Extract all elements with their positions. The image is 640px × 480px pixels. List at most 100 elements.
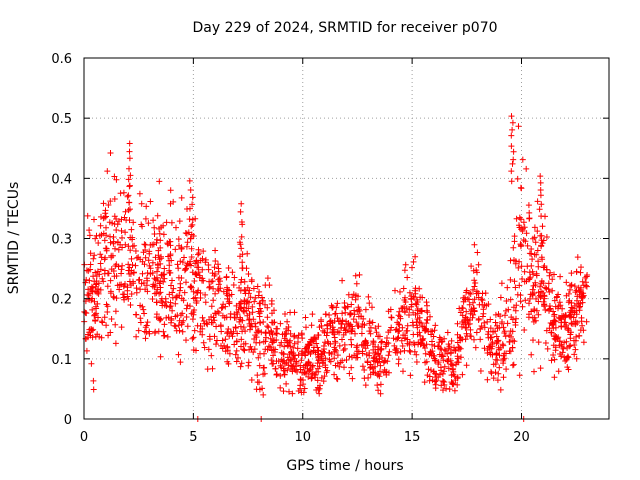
data-point: [568, 281, 575, 288]
data-point: [418, 308, 425, 315]
data-point: [141, 310, 148, 317]
data-point: [517, 298, 524, 305]
data-point: [222, 336, 229, 343]
data-point: [273, 371, 280, 378]
data-point: [277, 342, 283, 349]
data-point: [406, 289, 413, 296]
data-point: [83, 347, 90, 354]
data-point: [91, 216, 97, 223]
data-point: [323, 332, 330, 339]
data-point: [484, 318, 491, 325]
data-point: [237, 279, 244, 286]
data-point: [408, 296, 415, 303]
data-point: [444, 350, 451, 357]
data-point: [542, 307, 549, 313]
data-point: [338, 321, 345, 328]
data-point: [108, 266, 115, 273]
data-point: [509, 344, 516, 351]
data-point: [413, 322, 420, 329]
data-point: [206, 278, 213, 285]
data-point: [295, 339, 301, 345]
data-point: [559, 305, 566, 312]
data-point: [354, 354, 361, 361]
data-point: [201, 320, 208, 327]
data-point: [435, 374, 442, 380]
data-point: [223, 274, 230, 281]
data-point: [314, 365, 321, 372]
data-point: [128, 226, 135, 233]
data-point: [253, 339, 260, 346]
data-point: [111, 213, 118, 220]
data-point: [156, 256, 163, 263]
data-point: [463, 289, 470, 296]
data-point: [104, 309, 111, 315]
data-point: [212, 271, 219, 277]
data-point: [487, 316, 494, 323]
data-point: [178, 245, 185, 252]
data-point: [128, 255, 135, 262]
data-point: [202, 299, 209, 306]
data-point: [416, 285, 423, 292]
data-point: [478, 323, 485, 329]
data-point: [323, 369, 330, 376]
data-point: [523, 230, 530, 237]
data-point: [271, 307, 277, 314]
data-point: [286, 388, 292, 395]
data-point: [295, 388, 302, 394]
data-point: [316, 390, 323, 397]
data-point: [559, 312, 565, 319]
data-point: [308, 322, 315, 329]
data-point: [254, 379, 261, 386]
data-point: [149, 259, 156, 266]
data-point: [339, 310, 346, 317]
data-point: [322, 355, 329, 362]
data-point: [90, 377, 97, 384]
data-point: [91, 311, 98, 318]
data-point: [492, 311, 499, 318]
data-point: [511, 233, 518, 240]
data-point: [238, 336, 245, 343]
data-point: [170, 285, 177, 292]
data-point: [526, 209, 533, 216]
data-point: [499, 319, 505, 325]
data-point: [314, 384, 321, 391]
data-point: [291, 333, 297, 340]
data-point: [199, 255, 206, 262]
data-point: [378, 339, 385, 346]
data-point: [99, 275, 106, 282]
data-point: [377, 381, 384, 388]
data-point: [546, 289, 553, 295]
data-point: [91, 252, 98, 259]
data-point: [346, 322, 353, 329]
data-point: [470, 299, 476, 306]
data-point: [176, 327, 183, 334]
data-point: [119, 244, 126, 251]
data-point: [392, 346, 399, 353]
data-point: [448, 337, 455, 344]
data-point: [211, 264, 218, 271]
data-point: [522, 297, 529, 304]
data-point: [351, 311, 358, 318]
data-point: [374, 382, 381, 389]
data-point: [512, 322, 519, 328]
data-point: [502, 333, 509, 340]
data-point: [123, 217, 130, 224]
peak-point: [239, 265, 246, 272]
data-point: [509, 316, 516, 323]
peak-point: [509, 126, 516, 133]
data-point: [194, 264, 201, 271]
data-point: [223, 314, 230, 321]
data-point: [375, 323, 382, 330]
data-point: [467, 326, 474, 333]
data-point: [410, 309, 417, 316]
data-point: [305, 360, 312, 367]
data-point: [475, 294, 482, 301]
data-point: [167, 252, 174, 259]
data-point: [121, 291, 128, 298]
data-point: [437, 364, 444, 371]
data-point: [475, 315, 482, 322]
data-point: [364, 358, 371, 365]
data-point: [551, 271, 557, 278]
data-point: [224, 286, 231, 293]
data-point: [92, 235, 99, 242]
